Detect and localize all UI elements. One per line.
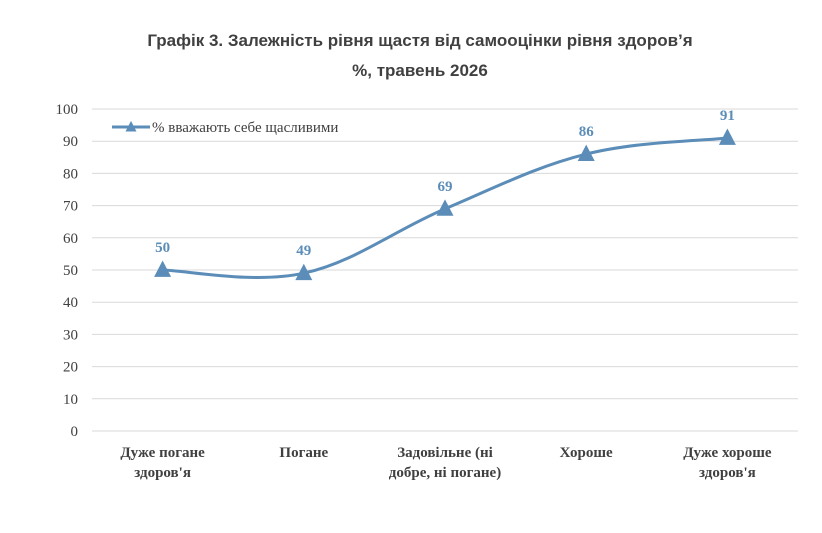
legend-marker [125, 120, 137, 132]
x-category-label: Дуже погане здоров'я [120, 445, 205, 481]
chart-title: Графік 3. Залежність рівня щастя від сам… [147, 31, 692, 50]
data-point-marker [154, 260, 172, 277]
chart-subtitle: %, травень 2026 [352, 61, 488, 80]
data-label: 86 [579, 124, 595, 140]
legend-label: % вважають себе щасливими [152, 120, 338, 136]
x-category-label: Погане [279, 445, 328, 461]
data-point-marker [577, 144, 595, 161]
data-point-marker [295, 263, 313, 281]
x-category-label-line: Погане [279, 445, 328, 461]
y-tick-label: 0 [71, 424, 79, 440]
x-category-label: Дуже хороше здоров'я [683, 445, 772, 481]
y-tick-label: 80 [63, 166, 78, 182]
x-category-label-line: добре, ні погане) [389, 465, 501, 481]
x-category-label: Хороше [560, 445, 613, 461]
data-label: 50 [155, 240, 170, 256]
y-tick-label: 60 [63, 231, 78, 247]
y-tick-label: 90 [63, 134, 78, 150]
x-category-label-line: Задовільне (ні [397, 445, 493, 461]
y-tick-label: 30 [63, 327, 78, 343]
data-label: 69 [438, 179, 453, 195]
x-category-label-line: Хороше [560, 445, 613, 461]
x-category-label-line: здоров'я [699, 465, 756, 481]
y-tick-label: 20 [63, 360, 78, 376]
y-tick-label: 100 [56, 102, 79, 118]
legend: % вважають себе щасливими [112, 120, 338, 136]
y-tick-label: 10 [63, 392, 78, 408]
y-tick-label: 70 [63, 199, 78, 215]
series-happy [154, 128, 736, 281]
x-category-label-line: Дуже погане [120, 445, 205, 461]
data-labels: 50 49 69 86 91 [155, 108, 735, 259]
y-tick-label: 40 [63, 295, 78, 311]
data-point-marker [718, 128, 736, 145]
data-point-marker [436, 199, 454, 216]
data-label: 49 [296, 243, 311, 259]
x-category-label-line: Дуже хороше [683, 445, 772, 461]
x-axis-category-labels: Дуже погане здоров'я Погане Задовільне (ні д… [120, 445, 772, 481]
y-tick-label: 50 [63, 263, 78, 279]
x-category-label: Задовільне (ні добре, ні погане) [389, 445, 501, 481]
x-category-label-line: здоров'я [134, 465, 191, 481]
y-axis-tick-labels: 0 10 20 30 40 50 60 70 80 90 100 [56, 102, 79, 440]
data-label: 91 [720, 108, 735, 124]
gridlines [92, 108, 798, 432]
